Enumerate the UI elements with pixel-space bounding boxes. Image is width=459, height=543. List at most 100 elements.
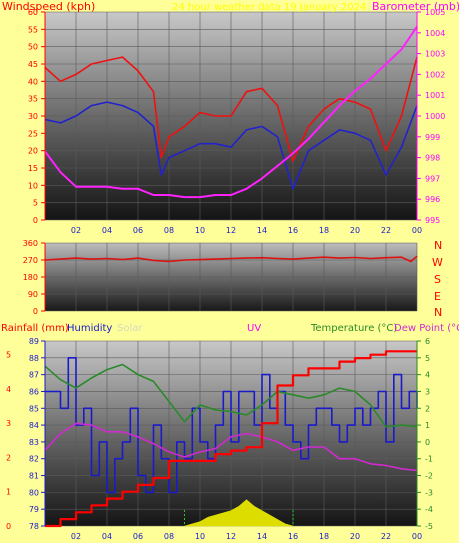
y-tick-label: 270 [23,256,38,265]
y2-tick-label: 998 [425,154,440,163]
x-tick-label: 04 [102,532,112,541]
x-tick-label: 16 [288,532,298,541]
x-tick-label: 08 [164,226,174,235]
y-tick-label: 10 [28,181,38,190]
x-tick-label: 22 [381,226,391,235]
compass-e: E [434,290,441,303]
x-tick-label: 20 [350,226,360,235]
wind-direction-panel: 0 90 180 270 360 N W S E N [23,239,443,319]
rain-tick-label: 3 [6,419,11,428]
y2-tick-label: 1000 [425,112,445,121]
legend-solar: Solar [117,323,143,334]
rain-tick-label: 4 [6,385,11,394]
legend-uv: UV [247,323,261,334]
x-tick-label: 08 [164,532,174,541]
temp-tick-label: 3 [425,387,430,396]
barometer-axis-label: Barometer (mb) [372,0,459,13]
x-tick-label: 00 [412,532,422,541]
y2-tick-label: 1002 [425,70,445,79]
rain-tick-label: 5 [6,351,11,360]
temp-tick-label: 4 [425,371,430,380]
chart-title: 24 hour weather data 19 January 2024 [172,2,366,13]
series-line-1 [44,363,418,428]
x-tick-label: 02 [71,532,81,541]
x-tick-label: 14 [257,532,267,541]
humidity-tick-label: 85 [29,404,39,413]
legend-temperature: Temperature (°C) [310,323,397,334]
humidity-tick-label: 87 [29,371,39,380]
y2-tick-label: 995 [425,216,440,225]
x-tick-label: 16 [288,226,298,235]
y-tick-label: 55 [28,25,38,34]
x-tick-label: 20 [350,532,360,541]
uv-area [184,499,294,527]
series-line-1 [44,101,418,190]
temp-tick-label: 2 [425,404,430,413]
mid-gridlines [45,242,418,312]
legend-humidity: Humidity [67,323,112,334]
y2-tick-label: 999 [425,133,440,142]
x-tick-label: 06 [133,532,143,541]
compass-n-bottom: N [434,306,442,319]
y-tick-label: 45 [28,60,38,69]
x-tick-label: 18 [319,226,329,235]
mid-axes: 0 90 180 270 360 [23,239,46,316]
temp-tick-label: 1 [425,421,430,430]
wind-barometer-panel: 0 5 10 15 20 25 30 35 40 45 50 55 60 995 996 997 998 999 1… [2,0,459,235]
y-tick-label: 20 [28,147,38,156]
temp-tick-label: 0 [425,438,430,447]
top-gridlines [45,11,418,221]
x-tick-label: 18 [319,532,329,541]
legend-dewpoint: Dew Point (°C) [394,323,459,334]
y-tick-label: 90 [28,290,38,299]
x-tick-label: 00 [412,226,422,235]
humidity-tick-label: 83 [29,438,39,447]
humidity-tick-label: 86 [29,387,39,396]
bottom-series [44,350,418,528]
humidity-tick-label: 80 [29,488,39,497]
y-tick-label: 0 [33,307,38,316]
y-tick-label: 35 [28,95,38,104]
temp-tick-label: 5 [425,354,430,363]
y-tick-label: 30 [28,112,38,121]
temp-tick-label: -3 [425,488,433,497]
legend-rainfall: Rainfall (mm) [1,323,69,334]
mid-series [44,255,418,263]
x-tick-label: 12 [226,226,236,235]
bottom-legend: Rainfall (mm) Humidity Solar UV Temperat… [1,323,459,334]
rain-tick-label: 1 [6,488,11,497]
compass-n-top: N [434,239,442,252]
y2-tick-label: 997 [425,174,440,183]
y2-tick-label: 1005 [425,8,445,17]
compass-s: S [434,273,441,286]
y-tick-label: 360 [23,239,38,248]
y2-tick-label: 1001 [425,91,445,100]
x-tick-label: 06 [133,226,143,235]
humidity-tick-label: 79 [29,505,39,514]
x-tick-label: 14 [257,226,267,235]
y2-tick-label: 1003 [425,50,445,59]
rain-humidity-temp-panel: 787980818283848586878889012345-5-4-3-2-1… [1,323,459,541]
temp-tick-label: -2 [425,472,433,481]
rainfall-line [45,350,417,528]
y-tick-label: 25 [28,129,38,138]
humidity-tick-label: 78 [29,522,39,531]
rain-tick-label: 2 [6,453,11,462]
series-line-0 [44,56,418,162]
humidity-tick-label: 82 [29,455,39,464]
humidity-tick-label: 88 [29,354,39,363]
windspeed-axis-label: Windspeed (kph) [2,0,95,13]
humidity-tick-label: 81 [29,472,39,481]
y-tick-label: 60 [28,8,38,17]
temp-tick-label: -1 [425,455,433,464]
x-tick-label: 22 [381,532,391,541]
x-tick-label: 10 [195,226,205,235]
compass-labels: N W S E N [432,239,443,319]
rain-tick-label: 0 [6,522,11,531]
top-axes: 0 5 10 15 20 25 30 35 40 45 50 55 60 995 996 997 998 999 1… [28,8,446,235]
compass-w: W [432,256,443,269]
humidity-tick-label: 89 [29,337,39,346]
temp-tick-label: -4 [425,505,433,514]
y-tick-label: 5 [33,199,38,208]
